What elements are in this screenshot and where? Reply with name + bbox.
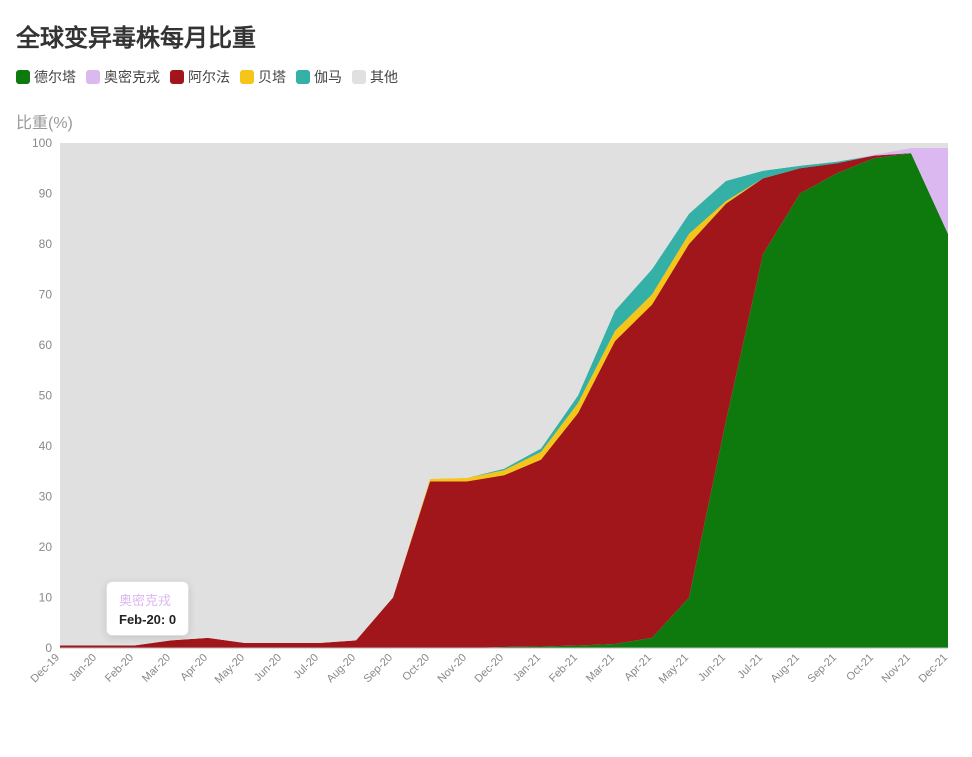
svg-text:Feb-21: Feb-21 bbox=[547, 652, 580, 685]
legend-label: 奥密克戎 bbox=[104, 67, 160, 87]
tooltip-series-name: 奥密克戎 bbox=[119, 590, 176, 609]
svg-text:Nov-20: Nov-20 bbox=[436, 652, 470, 686]
svg-text:Sep-21: Sep-21 bbox=[806, 652, 840, 686]
legend-label: 阿尔法 bbox=[188, 67, 230, 87]
legend-swatch bbox=[352, 70, 366, 84]
tooltip-value: Feb-20: 0 bbox=[119, 612, 176, 627]
tooltip: 奥密克戎 Feb-20: 0 bbox=[106, 581, 189, 636]
chart-container: 0102030405060708090100Dec-19Jan-20Feb-20… bbox=[14, 137, 958, 712]
chart-title: 全球变异毒株每月比重 bbox=[16, 18, 958, 53]
svg-text:40: 40 bbox=[39, 439, 53, 453]
svg-text:Jun-21: Jun-21 bbox=[696, 652, 728, 684]
svg-text:Nov-21: Nov-21 bbox=[880, 652, 914, 686]
svg-text:100: 100 bbox=[32, 137, 52, 150]
svg-text:Dec-21: Dec-21 bbox=[917, 652, 951, 686]
legend-swatch bbox=[296, 70, 310, 84]
legend-swatch bbox=[16, 70, 30, 84]
svg-text:Sep-20: Sep-20 bbox=[362, 652, 396, 686]
legend-item[interactable]: 伽马 bbox=[296, 67, 342, 87]
svg-text:20: 20 bbox=[39, 540, 53, 554]
legend-swatch bbox=[170, 70, 184, 84]
svg-text:Jul-21: Jul-21 bbox=[735, 652, 765, 682]
legend-item[interactable]: 贝塔 bbox=[240, 67, 286, 87]
svg-text:Dec-20: Dec-20 bbox=[473, 652, 507, 686]
y-axis-label: 比重(%) bbox=[16, 109, 958, 133]
svg-text:70: 70 bbox=[39, 288, 53, 302]
legend-label: 贝塔 bbox=[258, 67, 286, 87]
legend: 德尔塔 奥密克戎 阿尔法 贝塔 伽马 其他 bbox=[16, 67, 958, 87]
legend-swatch bbox=[240, 70, 254, 84]
svg-text:Feb-20: Feb-20 bbox=[103, 652, 136, 685]
svg-text:Mar-20: Mar-20 bbox=[140, 652, 173, 685]
svg-text:Jul-20: Jul-20 bbox=[291, 652, 321, 682]
legend-swatch bbox=[86, 70, 100, 84]
svg-text:Mar-21: Mar-21 bbox=[584, 652, 617, 685]
svg-text:Jun-20: Jun-20 bbox=[252, 652, 284, 684]
svg-text:Aug-21: Aug-21 bbox=[769, 652, 803, 686]
svg-text:10: 10 bbox=[39, 591, 53, 605]
legend-item[interactable]: 其他 bbox=[352, 67, 398, 87]
legend-item[interactable]: 德尔塔 bbox=[16, 67, 76, 87]
svg-text:30: 30 bbox=[39, 490, 53, 504]
legend-label: 其他 bbox=[370, 67, 398, 87]
legend-label: 伽马 bbox=[314, 67, 342, 87]
svg-text:Apr-21: Apr-21 bbox=[622, 652, 654, 684]
legend-label: 德尔塔 bbox=[34, 67, 76, 87]
svg-text:Aug-20: Aug-20 bbox=[325, 652, 359, 686]
svg-text:Apr-20: Apr-20 bbox=[178, 652, 210, 684]
svg-text:60: 60 bbox=[39, 338, 53, 352]
svg-text:May-20: May-20 bbox=[213, 652, 247, 686]
legend-item[interactable]: 奥密克戎 bbox=[86, 67, 160, 87]
legend-item[interactable]: 阿尔法 bbox=[170, 67, 230, 87]
svg-text:Dec-19: Dec-19 bbox=[29, 652, 63, 686]
svg-text:50: 50 bbox=[39, 389, 53, 403]
svg-text:Oct-21: Oct-21 bbox=[844, 652, 876, 684]
svg-text:Oct-20: Oct-20 bbox=[400, 652, 432, 684]
svg-text:Jan-21: Jan-21 bbox=[511, 652, 543, 684]
svg-text:90: 90 bbox=[39, 187, 53, 201]
svg-text:May-21: May-21 bbox=[657, 652, 691, 686]
svg-text:80: 80 bbox=[39, 237, 53, 251]
svg-text:Jan-20: Jan-20 bbox=[67, 652, 99, 684]
